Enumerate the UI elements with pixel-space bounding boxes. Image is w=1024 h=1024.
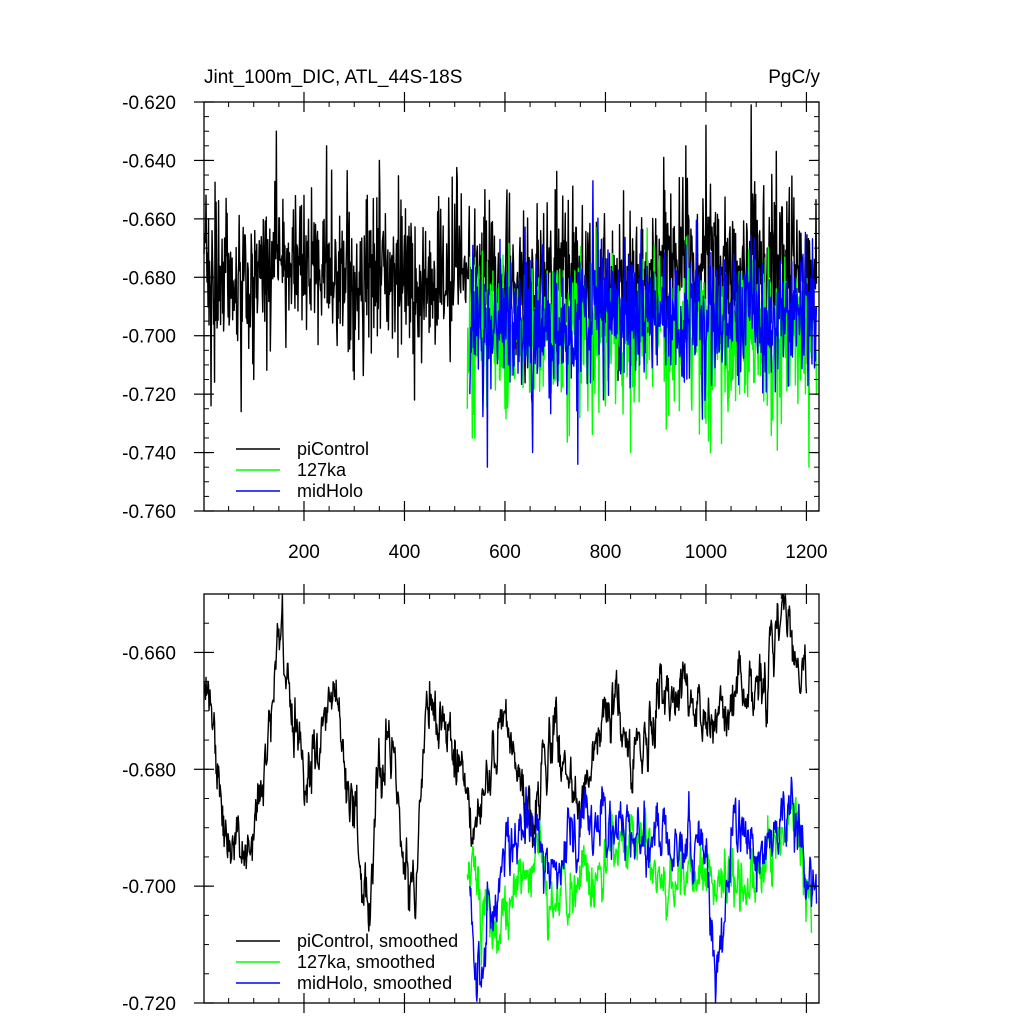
bottom-y-tick-label: -0.660 — [122, 643, 176, 664]
bottom-series-group — [203, 593, 818, 1004]
bottom-series-midholo-smoothed — [469, 776, 818, 1004]
top-legend-label-picontrol: piControl — [297, 439, 369, 459]
bottom-legend: piControl, smoothed 127ka, smoothed midH… — [236, 931, 458, 993]
top-y-tick-label: -0.680 — [122, 268, 176, 289]
top-x-tick-label: 200 — [288, 542, 320, 563]
top-axis-ticks: -0.620 -0.640 -0.660 -0.680 -0.700 -0.720 -0.7… — [122, 92, 828, 563]
top-y-tick-label: -0.620 — [122, 93, 176, 114]
top-x-tick-label: 600 — [489, 542, 521, 563]
top-panel-title: Jint_100m_DIC, ATL_44S-18S — [204, 67, 462, 88]
top-y-tick-label: -0.760 — [122, 502, 176, 523]
bottom-y-tick-label: -0.680 — [122, 760, 176, 781]
top-panel: Jint_100m_DIC, ATL_44S-18S PgC/y -0.620-… — [122, 67, 827, 563]
top-panel-units: PgC/y — [768, 67, 820, 88]
top-x-tick-label: 400 — [389, 542, 421, 563]
bottom-plot-frame — [203, 593, 820, 1004]
top-series-midholo — [469, 180, 818, 468]
top-y-tick-label: -0.720 — [122, 385, 176, 406]
top-x-tick-label: 1000 — [685, 542, 727, 563]
top-y-tick-label: -0.700 — [122, 327, 176, 348]
top-y-tick-label: -0.660 — [122, 210, 176, 231]
bottom-series-picontrol-smoothed — [203, 593, 808, 932]
top-plot-frame — [203, 101, 820, 512]
bottom-legend-label-midholo: midHolo, smoothed — [297, 973, 452, 993]
bottom-axis-ticks: -0.660 -0.680 -0.700 -0.720 — [122, 584, 819, 1015]
top-x-tick-label: 800 — [590, 542, 622, 563]
bottom-y-tick-label: -0.700 — [122, 877, 176, 898]
bottom-panel: -0.660 -0.680 -0.700 -0.720 piControl, smoo… — [122, 584, 820, 1015]
top-legend-label-midholo: midHolo — [297, 481, 363, 501]
top-x-tick-label: 1200 — [785, 542, 827, 563]
top-legend-label-127ka: 127ka — [297, 460, 347, 480]
top-legend: piControl 127ka midHolo — [236, 439, 369, 501]
top-y-tick-label: -0.740 — [122, 444, 176, 465]
top-series-group — [203, 104, 818, 468]
top-y-tick-label: -0.640 — [122, 151, 176, 172]
bottom-legend-label-127ka: 127ka, smoothed — [297, 952, 435, 972]
bottom-y-tick-label: -0.720 — [122, 994, 176, 1015]
bottom-legend-label-picontrol: piControl, smoothed — [297, 931, 458, 951]
